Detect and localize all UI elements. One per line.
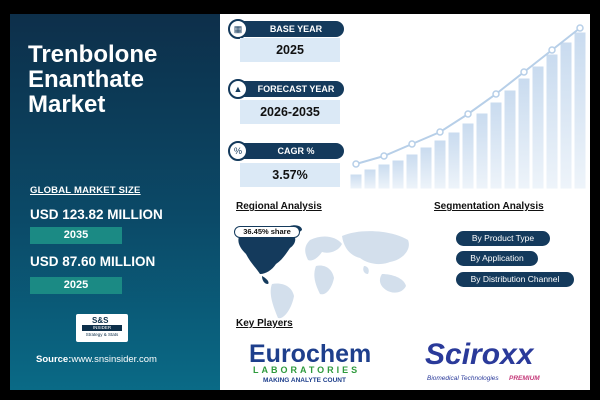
sciroxx-tagline: Biomedical Technologies bbox=[427, 375, 499, 382]
year-badge-2035: 2035 bbox=[30, 227, 122, 244]
sciroxx-premium: PREMIUM bbox=[509, 375, 540, 382]
logo-top-text: S&S bbox=[92, 316, 109, 325]
sns-insider-logo: S&S INSIDER Strategy & Stats bbox=[76, 314, 128, 342]
sciroxx-name: Sciroxx bbox=[425, 338, 535, 371]
cagr-header: CAGR % bbox=[232, 143, 344, 159]
forecast-year-value: 2026-2035 bbox=[240, 100, 340, 124]
segmentation-analysis-title: Segmentation Analysis bbox=[434, 201, 544, 212]
forecast-year-header: FORECAST YEAR bbox=[232, 81, 344, 97]
report-title: Trenbolone Enanthate Market bbox=[28, 41, 158, 118]
source-label: Source: bbox=[36, 354, 72, 365]
base-year-header: BASE YEAR bbox=[232, 21, 344, 37]
infographic-frame: Trenbolone Enanthate Market GLOBAL MARKE… bbox=[10, 14, 590, 390]
forecast-chart-icon: ▲ bbox=[228, 79, 248, 99]
eurochem-logo: Eurochem LABORATORIES MAKING ANALYTE COU… bbox=[249, 340, 371, 384]
market-value-2035: USD 123.82 MILLION bbox=[30, 207, 163, 222]
base-year-value: 2025 bbox=[240, 38, 340, 62]
left-panel: Trenbolone Enanthate Market GLOBAL MARKE… bbox=[10, 14, 220, 390]
source-url[interactable]: www.snsinsider.com bbox=[71, 354, 157, 365]
growth-bars-graphic bbox=[349, 24, 587, 189]
cagr-value: 3.57% bbox=[240, 163, 340, 187]
eurochem-sub: LABORATORIES bbox=[253, 365, 360, 375]
eurochem-name: Eurochem bbox=[249, 340, 371, 368]
calendar-icon: ▦ bbox=[228, 19, 248, 39]
segment-distribution-channel: By Distribution Channel bbox=[456, 272, 574, 287]
cagr-icon: % bbox=[228, 141, 248, 161]
logo-mid-text: INSIDER bbox=[82, 325, 122, 331]
regional-share-badge: 36.45% share bbox=[234, 226, 300, 238]
eurochem-tagline: MAKING ANALYTE COUNT bbox=[263, 377, 346, 384]
segment-application: By Application bbox=[456, 251, 538, 266]
global-market-size-label: GLOBAL MARKET SIZE bbox=[30, 185, 141, 196]
segment-product-type: By Product Type bbox=[456, 231, 550, 246]
logo-bottom-text: Strategy & Stats bbox=[85, 332, 119, 337]
source-line: Source:www.snsinsider.com bbox=[36, 354, 157, 365]
market-value-2025: USD 87.60 MILLION bbox=[30, 254, 156, 269]
regional-analysis-title: Regional Analysis bbox=[236, 201, 322, 212]
key-players-title: Key Players bbox=[236, 318, 293, 329]
sciroxx-logo: Sciroxx Biomedical Technologies PREMIUM bbox=[423, 332, 548, 382]
year-badge-2025: 2025 bbox=[30, 277, 122, 294]
